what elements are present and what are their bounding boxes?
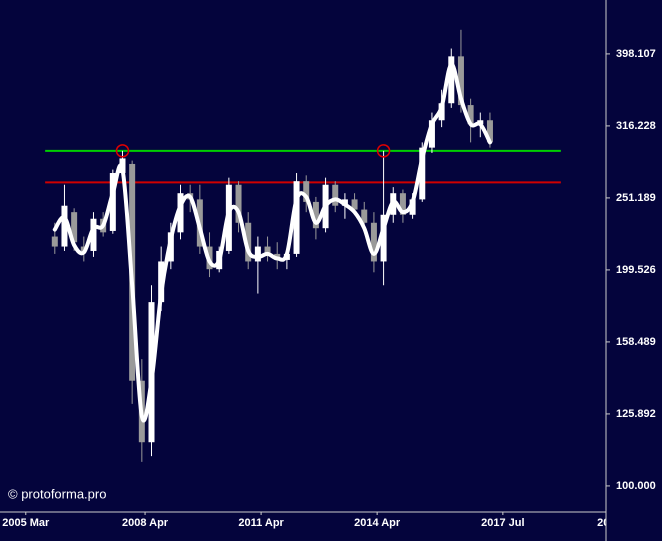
candle-body [370,222,377,262]
candle-body [380,214,387,262]
marker-circle [376,144,391,158]
x-tick-label: 2005 Mar [2,517,50,529]
smooth-line [52,62,492,423]
y-tick-label: 398.107 [616,48,656,60]
candle-body [303,181,310,202]
candle-body [245,222,252,262]
candle-body [71,212,78,243]
candle-body [293,181,300,254]
y-tick-label: 158.489 [616,336,656,348]
x-tick-label: 2014 Apr [354,517,401,529]
x-tick-label: 2011 Apr [238,517,284,529]
candle-body [448,56,455,104]
x-tick-label: 2008 Apr [122,517,169,529]
candle-body [264,246,271,254]
y-tick-label: 316.228 [616,120,656,132]
candle-body [486,120,493,143]
watermark: © protoforma.pro [8,486,106,501]
candle-body [419,147,426,200]
candle-body [51,236,58,247]
candle-body [409,199,416,215]
y-tick-label: 125.892 [616,408,656,420]
y-tick-label: 199.526 [616,264,656,276]
candle-body [351,199,358,210]
candle-body [61,205,68,247]
candle-body [312,201,319,229]
candle-body [90,218,97,251]
candle-body [109,173,116,231]
y-tick-label: 251.189 [616,192,656,204]
marker-circle [115,144,130,158]
candle-body [467,105,474,125]
plot-area [45,29,561,462]
candle-body [361,209,368,223]
candle-body [254,246,261,262]
candle-body [332,184,339,206]
y-axis-panel [606,0,662,541]
x-tick-label: 2017 Jul [481,517,524,529]
candle-body [235,184,242,223]
candle-body [457,56,464,106]
candle-body [428,120,435,148]
candle-body [177,193,184,233]
y-tick-label: 100.000 [616,480,656,492]
candle-body [399,193,406,215]
